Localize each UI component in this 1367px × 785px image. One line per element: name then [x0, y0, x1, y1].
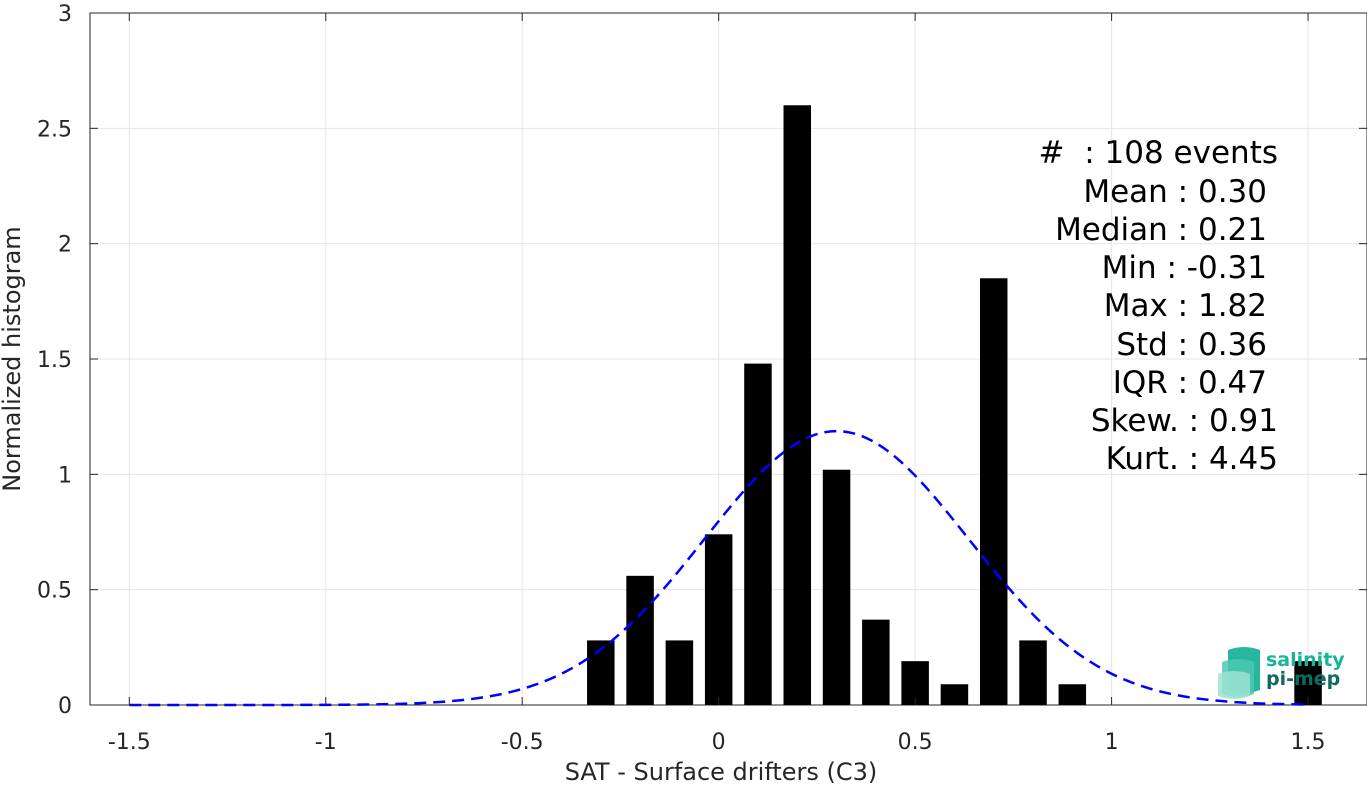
- stats-max: Max : 1.82: [1104, 288, 1267, 324]
- logo-line2: pi-mep: [1266, 668, 1340, 690]
- histogram-bar: [587, 640, 615, 705]
- x-tick-label: -0.5: [501, 730, 544, 755]
- histogram-bar: [1058, 684, 1087, 705]
- histogram-bar: [940, 684, 969, 705]
- stats-min: Min : -0.31: [1102, 250, 1267, 286]
- salinity-pimep-logo: salinity pi-mep: [1218, 647, 1345, 699]
- histogram-bar: [1019, 640, 1047, 705]
- y-tick-label: 1: [58, 463, 72, 488]
- y-tick-label: 2.5: [37, 117, 72, 142]
- histogram-bar: [979, 278, 1008, 705]
- histogram-bar: [665, 640, 694, 705]
- x-tick-label: 0: [712, 730, 726, 755]
- y-axis-title: Normalized histogram: [0, 226, 26, 491]
- y-tick-label: 1.5: [37, 348, 72, 373]
- histogram-bar: [744, 363, 772, 705]
- y-tick-label: 2: [58, 233, 72, 258]
- x-tick-label: -1.5: [108, 730, 151, 755]
- histogram-bar: [626, 575, 654, 705]
- x-tick-label: -1: [315, 730, 337, 755]
- x-axis-title: SAT - Surface drifters (C3): [565, 758, 878, 785]
- histogram-bar: [862, 619, 890, 705]
- histogram-bars: [587, 105, 1322, 706]
- histogram-bar: [822, 469, 851, 705]
- stats-std: Std : 0.36: [1116, 327, 1267, 363]
- histogram-bar: [783, 105, 812, 706]
- x-tick-label: 0.5: [898, 730, 933, 755]
- stats-skew: Skew. : 0.91: [1091, 403, 1278, 439]
- x-tick-label: 1.5: [1291, 730, 1326, 755]
- histogram-bar: [704, 534, 733, 705]
- y-tick-label: 0: [58, 694, 72, 719]
- x-tick-labels: -1.5 -1 -0.5 0 0.5 1 1.5: [108, 730, 1326, 755]
- y-tick-label: 3: [58, 2, 72, 27]
- y-tick-label: 0.5: [37, 579, 72, 604]
- logo-wave-icon: [1218, 647, 1260, 699]
- stats-median: Median : 0.21: [1055, 212, 1267, 248]
- x-tick-label: 1: [1105, 730, 1119, 755]
- logo-line1: salinity: [1266, 649, 1345, 671]
- stats-count: # : 108 events: [1039, 135, 1278, 171]
- y-tick-labels: 0 0.5 1 1.5 2 2.5 3: [37, 2, 72, 719]
- stats-iqr: IQR : 0.47: [1113, 365, 1267, 401]
- statistics-annotation: # : 108 events Mean : 0.30 Median : 0.21…: [1039, 135, 1278, 477]
- axis-ticks: [90, 12, 1367, 706]
- stats-mean: Mean : 0.30: [1083, 174, 1267, 210]
- stats-kurt: Kurt. : 4.45: [1106, 441, 1278, 477]
